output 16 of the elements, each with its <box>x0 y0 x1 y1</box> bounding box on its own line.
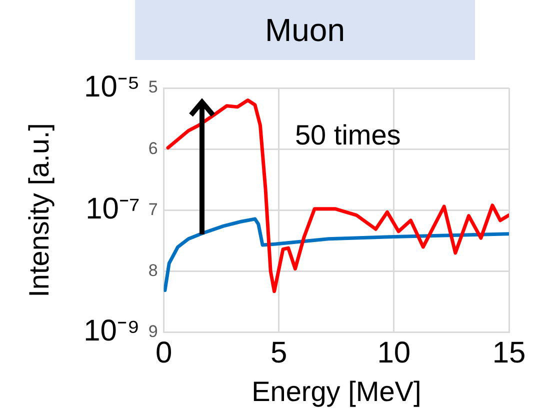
y-tick-label: 10⁻⁵ <box>84 70 140 104</box>
text: 7 <box>148 200 158 219</box>
text: 8 <box>148 260 158 280</box>
text: 6 <box>148 138 158 158</box>
y-tick-label: 10⁻⁷ <box>86 192 140 226</box>
x-axis-title: Energy [MeV] <box>252 376 422 407</box>
text: 9 <box>148 322 158 342</box>
y-tick-label: 10⁻⁹ <box>84 314 140 348</box>
chart-title: Muon <box>135 0 475 60</box>
text: 5 <box>148 78 158 97</box>
y-axis-title: Intensity [a.u.] <box>24 123 55 298</box>
x-tick-label: 10 <box>377 336 411 370</box>
x-tick-label: 5 <box>270 336 288 370</box>
annotation: 50 times <box>294 120 401 151</box>
x-tick-label: 15 <box>492 336 526 370</box>
x-tick-label: 0 <box>155 336 172 370</box>
